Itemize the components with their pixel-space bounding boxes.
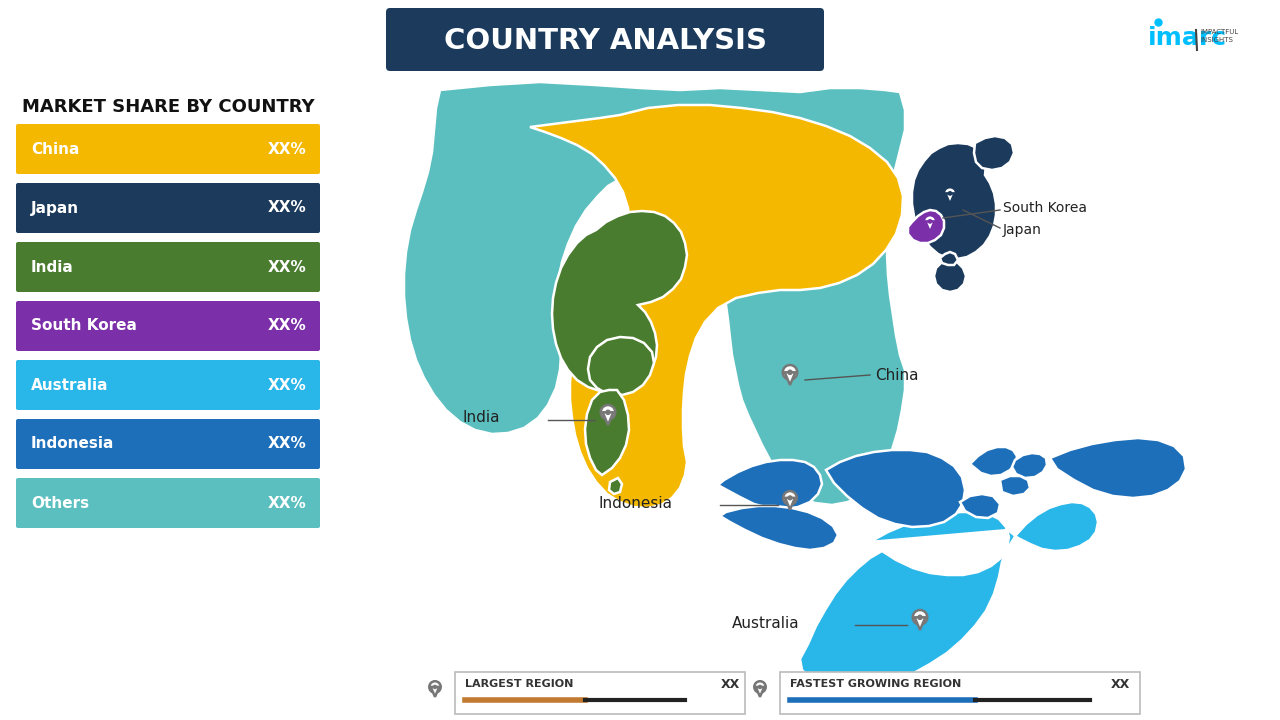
Circle shape (947, 191, 952, 196)
Polygon shape (552, 211, 687, 392)
Polygon shape (1000, 476, 1030, 496)
Text: XX%: XX% (268, 436, 306, 451)
Polygon shape (712, 460, 822, 509)
Text: XX%: XX% (268, 142, 306, 156)
Polygon shape (785, 372, 795, 385)
Polygon shape (719, 506, 838, 550)
FancyBboxPatch shape (15, 183, 320, 233)
Polygon shape (585, 390, 628, 475)
Circle shape (433, 685, 438, 689)
Polygon shape (530, 105, 902, 508)
Text: Japan: Japan (1004, 223, 1042, 237)
Polygon shape (960, 494, 1000, 518)
Text: South Korea: South Korea (1004, 201, 1087, 215)
Text: IMPACTFUL
INSIGHTS: IMPACTFUL INSIGHTS (1201, 29, 1238, 43)
Polygon shape (826, 450, 965, 527)
FancyBboxPatch shape (15, 419, 320, 469)
Text: MARKET SHARE BY COUNTRY: MARKET SHARE BY COUNTRY (22, 98, 315, 116)
Circle shape (924, 215, 936, 228)
Circle shape (758, 685, 762, 689)
Circle shape (787, 495, 792, 500)
Circle shape (754, 681, 765, 693)
Polygon shape (603, 413, 613, 425)
Text: LARGEST REGION: LARGEST REGION (465, 679, 573, 689)
Polygon shape (925, 222, 934, 232)
Text: XX%: XX% (268, 495, 306, 510)
FancyBboxPatch shape (15, 478, 320, 528)
Polygon shape (908, 210, 945, 243)
Polygon shape (1012, 453, 1047, 478)
Text: COUNTRY ANALYSIS: COUNTRY ANALYSIS (443, 27, 767, 55)
Text: Indonesia: Indonesia (31, 436, 114, 451)
Text: Japan: Japan (31, 200, 79, 215)
Polygon shape (970, 447, 1018, 476)
Text: FASTEST GROWING REGION: FASTEST GROWING REGION (790, 679, 961, 689)
Text: Australia: Australia (31, 377, 109, 392)
Circle shape (943, 187, 956, 199)
Text: Others: Others (31, 495, 90, 510)
Text: Indonesia: Indonesia (598, 495, 672, 510)
Polygon shape (940, 252, 957, 265)
Circle shape (783, 491, 796, 505)
Circle shape (605, 410, 611, 415)
Circle shape (783, 365, 797, 379)
Polygon shape (974, 136, 1014, 170)
Circle shape (429, 681, 440, 693)
FancyBboxPatch shape (15, 124, 320, 174)
Text: India: India (31, 259, 74, 274)
Text: XX: XX (1110, 678, 1130, 690)
Polygon shape (588, 337, 654, 395)
Text: XX%: XX% (268, 259, 306, 274)
Text: XX%: XX% (268, 200, 306, 215)
Polygon shape (404, 82, 905, 505)
Text: India: India (462, 410, 499, 426)
Polygon shape (800, 502, 1098, 689)
Polygon shape (1050, 438, 1187, 498)
Polygon shape (911, 143, 996, 259)
Polygon shape (755, 687, 764, 697)
FancyBboxPatch shape (780, 672, 1140, 714)
Text: XX: XX (721, 678, 740, 690)
FancyBboxPatch shape (454, 672, 745, 714)
Polygon shape (431, 687, 439, 697)
FancyBboxPatch shape (387, 8, 824, 71)
Text: Australia: Australia (732, 616, 800, 631)
Polygon shape (928, 692, 956, 714)
Text: XX%: XX% (268, 377, 306, 392)
Circle shape (918, 614, 923, 620)
Text: China: China (31, 142, 79, 156)
Text: China: China (876, 367, 919, 382)
Polygon shape (785, 498, 795, 510)
Circle shape (928, 219, 932, 224)
FancyBboxPatch shape (15, 360, 320, 410)
Circle shape (600, 405, 616, 420)
Circle shape (787, 369, 792, 375)
Text: imarc: imarc (1148, 26, 1228, 50)
Polygon shape (946, 194, 955, 204)
Polygon shape (915, 617, 925, 630)
Circle shape (913, 610, 927, 624)
Text: XX%: XX% (268, 318, 306, 333)
Polygon shape (609, 478, 622, 494)
Polygon shape (934, 260, 966, 292)
Text: South Korea: South Korea (31, 318, 137, 333)
FancyBboxPatch shape (15, 242, 320, 292)
FancyBboxPatch shape (15, 301, 320, 351)
